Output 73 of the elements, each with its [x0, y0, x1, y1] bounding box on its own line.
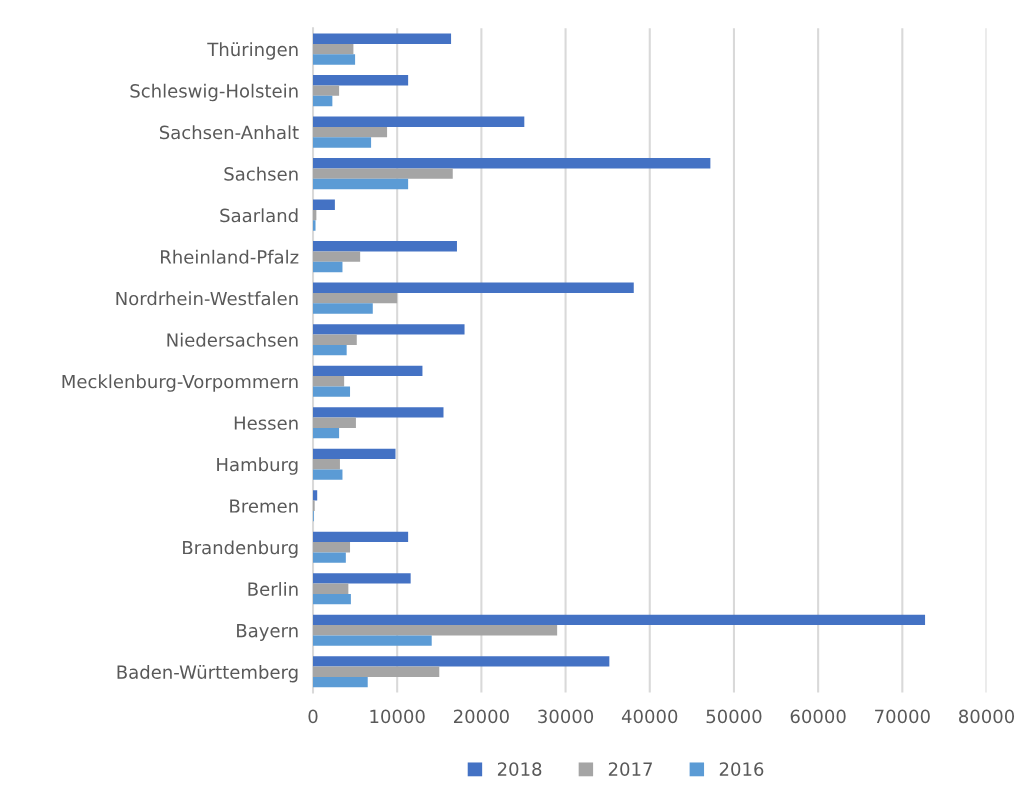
bar: [313, 448, 396, 460]
bar: [313, 85, 340, 96]
x-tick-label: 40000: [621, 709, 678, 724]
bar: [313, 303, 373, 314]
bar: [313, 552, 346, 563]
y-tick-label: Nordrhein-Westfalen: [116, 291, 298, 306]
bar: [313, 573, 411, 584]
bar: [313, 334, 357, 345]
y-tick-label: Niedersachsen: [167, 332, 298, 347]
x-tick-label: 80000: [959, 709, 1015, 724]
bar: [313, 292, 398, 304]
bar: [313, 417, 356, 428]
bar: [313, 459, 340, 470]
bar: [313, 344, 347, 356]
bar: [313, 282, 634, 293]
y-tick-label: Rheinland-Pfalz: [161, 249, 299, 264]
bar: [313, 365, 423, 377]
x-tick-label: 70000: [875, 709, 930, 724]
bar: [313, 158, 711, 169]
bar: [313, 33, 452, 44]
x-tick-label: 20000: [453, 709, 509, 724]
bar: [313, 261, 343, 273]
y-tick-label: Bremen: [230, 499, 298, 513]
y-tick-label: Saarland: [220, 208, 298, 223]
bar: [313, 54, 356, 65]
bar: [313, 95, 333, 107]
bar: [313, 116, 525, 127]
bar: [313, 635, 432, 646]
bar: [313, 376, 345, 387]
bar: [313, 43, 354, 55]
bar: [313, 666, 440, 677]
y-tick-label: Brandenburg: [183, 540, 298, 558]
bar: [313, 178, 409, 190]
bar: [313, 407, 444, 418]
y-tick-label: Mecklenburg-Vorpommern: [62, 374, 298, 392]
x-tick-label: 50000: [706, 709, 762, 724]
y-tick-label: Hamburg: [217, 457, 298, 475]
bar: [313, 241, 457, 252]
bar: [313, 490, 318, 501]
y-tick-label: Hessen: [234, 416, 298, 430]
legend-label: 2017: [608, 762, 652, 776]
legend-label: 2016: [719, 762, 764, 776]
x-tick-label: 30000: [538, 709, 594, 724]
y-tick-label: Baden-Württemberg: [117, 664, 298, 683]
y-tick-label: Berlin: [248, 581, 298, 596]
y-tick-label: Schleswig-Holstein: [130, 83, 298, 102]
bar: [313, 531, 409, 543]
x-tick-label: 10000: [370, 709, 425, 724]
bar: [313, 137, 372, 148]
bar: [313, 220, 316, 231]
bar: [313, 126, 388, 138]
bar: [313, 386, 351, 397]
x-tick-label: 0: [308, 709, 318, 724]
bar: [313, 199, 335, 210]
y-tick-label: Sachsen: [224, 166, 298, 181]
bar: [313, 593, 351, 605]
legend-label: 2018: [497, 762, 542, 776]
bar: [313, 542, 351, 553]
bar: [313, 583, 349, 594]
bar: [313, 676, 368, 688]
bar: [313, 614, 926, 626]
bar: [313, 75, 409, 86]
y-tick-label: Sachsen-Anhalt: [159, 125, 299, 140]
bar: [313, 324, 465, 335]
bar: [313, 656, 610, 667]
y-tick-label: Thüringen: [207, 42, 298, 60]
bar: [313, 168, 453, 179]
bar: [313, 625, 558, 636]
bar: [313, 251, 361, 262]
bar: [313, 427, 340, 439]
bar: [313, 469, 343, 480]
x-tick-label: 60000: [790, 709, 846, 724]
y-tick-label: Bayern: [237, 623, 298, 641]
